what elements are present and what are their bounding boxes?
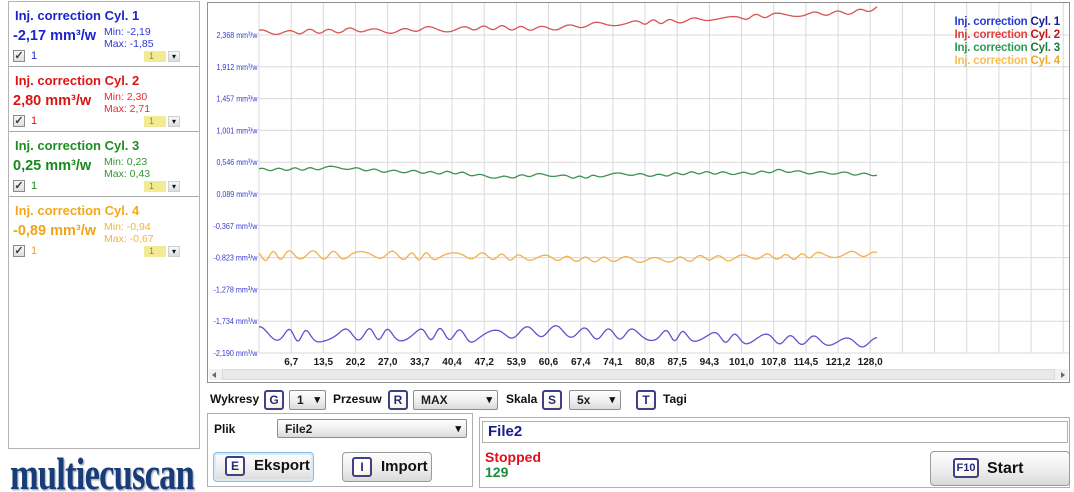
- svg-text:80,8: 80,8: [635, 357, 655, 368]
- svg-text:128,0: 128,0: [858, 357, 883, 368]
- svg-text:47,2: 47,2: [474, 357, 494, 368]
- svg-text:114,5: 114,5: [794, 357, 819, 368]
- svg-text:20,2: 20,2: [346, 357, 366, 368]
- svg-text:0,089 mm³/w: 0,089 mm³/w: [217, 189, 259, 199]
- svg-text:-2,190 mm³/w: -2,190 mm³/w: [214, 348, 259, 358]
- svg-text:Inj. correction Cyl. 4: Inj. correction Cyl. 4: [954, 55, 1060, 67]
- svg-text:6,7: 6,7: [284, 357, 298, 368]
- svg-text:53,9: 53,9: [507, 357, 527, 368]
- svg-text:107,8: 107,8: [761, 357, 786, 368]
- svg-text:40,4: 40,4: [442, 357, 462, 368]
- svg-text:33,7: 33,7: [410, 357, 430, 368]
- svg-text:101,0: 101,0: [729, 357, 754, 368]
- svg-text:1,912 mm³/w: 1,912 mm³/w: [217, 62, 259, 72]
- svg-text:27,0: 27,0: [378, 357, 398, 368]
- svg-text:67,4: 67,4: [571, 357, 591, 368]
- svg-text:60,6: 60,6: [539, 357, 559, 368]
- svg-text:-0,367 mm³/w: -0,367 mm³/w: [214, 221, 259, 231]
- svg-text:-0,823 mm³/w: -0,823 mm³/w: [214, 253, 259, 263]
- svg-text:Inj. correction Cyl. 3: Inj. correction Cyl. 3: [954, 42, 1060, 54]
- svg-text:Inj. correction Cyl. 1: Inj. correction Cyl. 1: [954, 16, 1060, 28]
- svg-text:-1,734 mm³/w: -1,734 mm³/w: [214, 316, 259, 326]
- svg-text:94,3: 94,3: [700, 357, 720, 368]
- svg-text:0,546 mm³/w: 0,546 mm³/w: [217, 157, 259, 167]
- svg-text:2,368 mm³/w: 2,368 mm³/w: [217, 30, 259, 40]
- svg-text:121,2: 121,2: [826, 357, 851, 368]
- svg-text:-1,278 mm³/w: -1,278 mm³/w: [214, 284, 259, 294]
- svg-text:1,001 mm³/w: 1,001 mm³/w: [217, 125, 259, 135]
- svg-text:13,5: 13,5: [314, 357, 334, 368]
- svg-text:87,5: 87,5: [667, 357, 687, 368]
- svg-text:74,1: 74,1: [603, 357, 623, 368]
- svg-text:Inj. correction Cyl. 2: Inj. correction Cyl. 2: [954, 29, 1060, 41]
- svg-text:1,457 mm³/w: 1,457 mm³/w: [217, 94, 259, 104]
